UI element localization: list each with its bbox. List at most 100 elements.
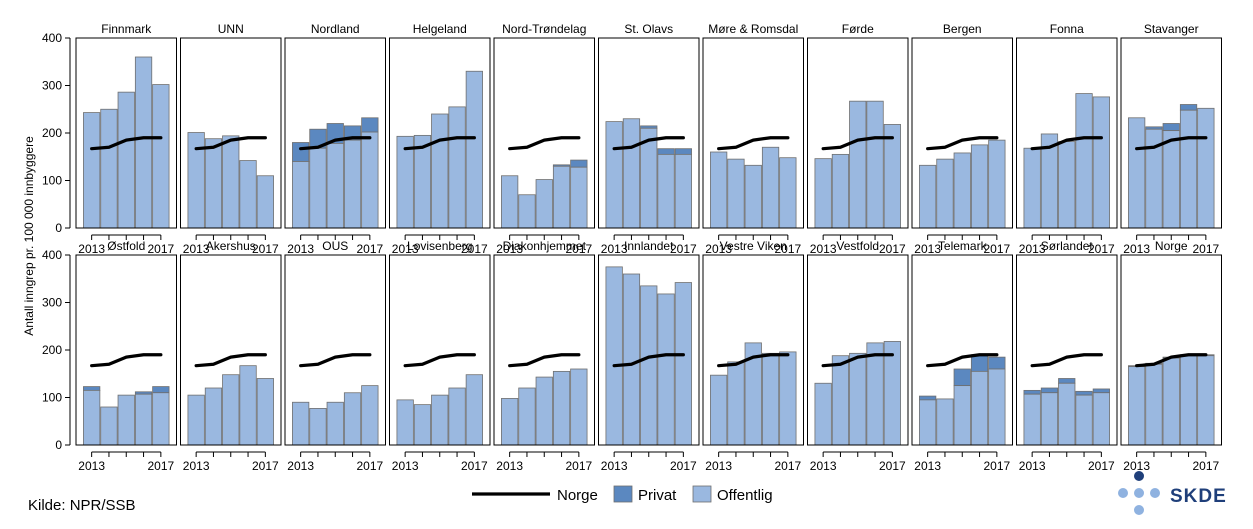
bar-offentlig [187, 394, 205, 446]
x-tick-label: 2013 [392, 242, 419, 256]
bar-offentlig [292, 401, 310, 446]
legend-norge-label: Norge [557, 487, 598, 504]
bar-offentlig [448, 106, 466, 229]
bar-offentlig [448, 387, 466, 446]
bar-offentlig [1197, 355, 1215, 446]
bar-privat [1162, 123, 1180, 132]
panel-frame [1120, 254, 1222, 446]
x-tick-label: 2013 [1019, 242, 1046, 256]
bar-offentlig [117, 394, 135, 446]
panel-title: Bergen [943, 22, 982, 36]
norge-line [821, 136, 894, 151]
x-tick-label: 2017 [1192, 459, 1219, 473]
bar-offentlig [413, 404, 432, 446]
x-tick-label: 2013 [496, 459, 523, 473]
x-tick-label: 2017 [356, 459, 383, 473]
bar-offentlig [1040, 392, 1059, 446]
x-tick-label: 2017 [147, 459, 174, 473]
bar-offentlig [919, 164, 937, 229]
norge-line [612, 136, 685, 151]
bar-privat [657, 148, 675, 155]
bar-offentlig [326, 143, 344, 229]
bar-offentlig [936, 158, 954, 229]
y-tick-label: 300 [42, 296, 62, 310]
x-tick-label: 2017 [670, 242, 697, 256]
x-tick-label: 2013 [810, 459, 837, 473]
x-tick-label: 2017 [461, 242, 488, 256]
norge-line [403, 353, 476, 368]
x-tick-label: 2013 [287, 459, 314, 473]
bar-privat [1075, 390, 1093, 396]
norge-line [403, 136, 476, 151]
panel-title: Norge [1155, 239, 1188, 253]
bar-offentlig [866, 342, 884, 446]
panel-title: Møre & Romsdal [708, 22, 798, 36]
bar-offentlig [343, 392, 362, 446]
x-tick-label: 2017 [1192, 242, 1219, 256]
bar-offentlig [936, 398, 954, 446]
panel-frame [1120, 37, 1222, 229]
norge-line [194, 136, 267, 151]
norge-line [194, 353, 267, 368]
x-tick-label: 2013 [78, 459, 105, 473]
bar-offentlig [501, 398, 519, 446]
panel-title: Lovisenberg [407, 239, 472, 253]
bar-offentlig [710, 151, 728, 229]
norge-line [508, 136, 581, 151]
bar-privat [361, 117, 379, 133]
panel-title: Akershus [206, 239, 256, 253]
bar-offentlig [1092, 96, 1110, 229]
bar-offentlig [1058, 141, 1076, 229]
x-tick-label: 2013 [601, 459, 628, 473]
panel-frame [284, 254, 386, 446]
x-tick-label: 2013 [601, 242, 628, 256]
bar-offentlig [761, 146, 780, 229]
bar-offentlig [309, 147, 327, 229]
y-tick-label: 0 [55, 438, 62, 452]
bar-privat [1040, 387, 1059, 394]
bar-privat [292, 142, 310, 162]
panel-frame [1016, 37, 1118, 229]
x-tick-label: 2013 [705, 242, 732, 256]
x-tick-label: 2013 [287, 242, 314, 256]
panel-frame [702, 254, 804, 446]
bar-offentlig [431, 394, 449, 446]
bar-offentlig [239, 160, 257, 229]
y-tick-label: 400 [42, 31, 62, 45]
x-tick-label: 2017 [983, 242, 1010, 256]
bar-offentlig [622, 118, 641, 229]
panel-frame [493, 254, 595, 446]
panel-title: Helgeland [413, 22, 467, 36]
bar-offentlig [953, 152, 971, 229]
panel-title: Vestre Viken [720, 239, 787, 253]
panel-title: OUS [322, 239, 348, 253]
y-tick-label: 200 [42, 343, 62, 357]
norge-line [1030, 353, 1103, 368]
bar-offentlig [1128, 366, 1146, 446]
panel-title: Diakonhjemmet [503, 239, 587, 253]
bar-offentlig [605, 121, 623, 229]
bar-offentlig [622, 273, 641, 446]
x-tick-label: 2017 [565, 242, 592, 256]
x-tick-label: 2013 [1123, 242, 1150, 256]
norge-line [717, 136, 790, 151]
bar-offentlig [117, 91, 135, 229]
bar-offentlig [501, 175, 519, 229]
bar-offentlig [710, 374, 728, 446]
norge-line [299, 136, 372, 151]
bar-offentlig [919, 399, 937, 446]
bar-privat [570, 159, 588, 168]
bar-offentlig [204, 138, 223, 229]
bar-offentlig [239, 365, 257, 446]
bar-offentlig [570, 166, 588, 229]
bar-offentlig [465, 374, 483, 446]
bar-offentlig [761, 352, 780, 446]
panel-frame [598, 254, 700, 446]
panel-title: Nordland [311, 22, 360, 36]
skde-logo-text: SKDE [1170, 486, 1227, 507]
y-tick-label: 0 [55, 221, 62, 235]
bar-offentlig [657, 293, 675, 446]
bar-offentlig [292, 161, 310, 229]
bar-privat [919, 395, 937, 401]
